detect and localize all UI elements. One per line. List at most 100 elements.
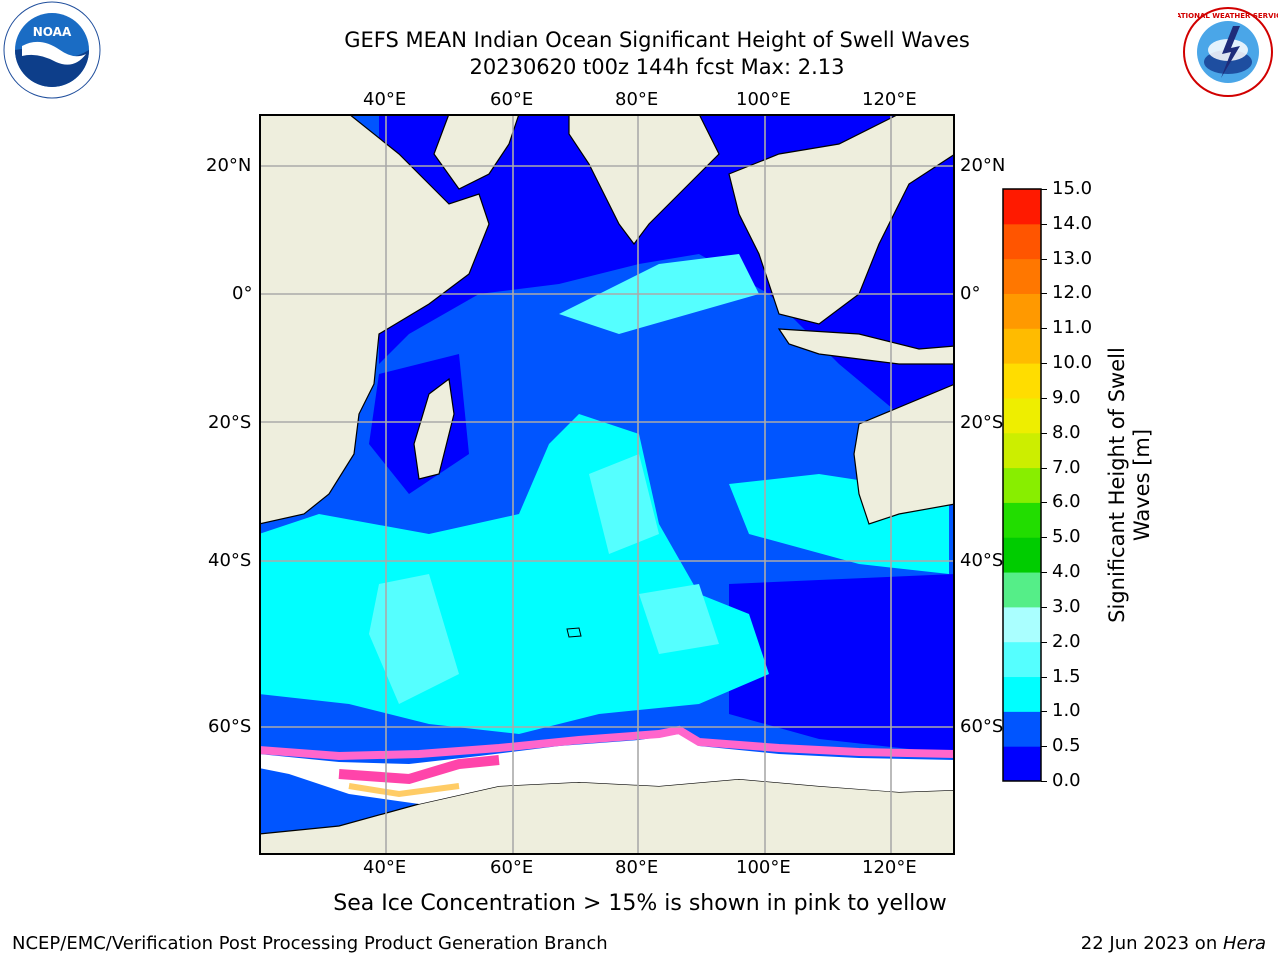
colorbar-tick-label: 3.0 [1052,595,1081,617]
colorbar-segment [1003,711,1041,747]
swell-patch-1 [369,574,459,704]
swell-patch-3 [639,584,719,654]
lat-label-left-60s: 60°S [208,716,252,737]
lat-label-right-60s: 60°S [960,716,1004,737]
footer-date-text: 22 Jun 2023 on [1080,933,1223,954]
colorbar-label-line2: Waves [m] [1130,428,1154,542]
colorbar-tick-label: 15.0 [1052,178,1093,199]
colorbar-tick-mark [1041,746,1047,748]
lon-label-bottom-40e: 40°E [363,857,407,878]
lon-label-bottom-60e: 60°E [490,857,534,878]
lon-label-top-120e: 120°E [862,89,917,110]
lat-label-left-0: 0° [232,283,253,304]
colorbar-tick-mark [1041,676,1047,678]
colorbar-tick-mark [1041,432,1047,434]
colorbar-label-line1: Significant Height of Swell [1105,347,1129,623]
colorbar-segment [1003,572,1041,608]
lon-label-bottom-120e: 120°E [862,857,917,878]
colorbar-tick-label: 0.5 [1052,735,1081,757]
colorbar-tick-label: 12.0 [1052,282,1093,304]
map-frame [259,114,955,855]
colorbar-tick-label: 14.0 [1052,212,1093,234]
colorbar-tick-mark [1041,258,1047,260]
colorbar-tick-mark [1041,502,1047,504]
colorbar-tick-mark [1041,641,1047,643]
colorbar-tick-label: 9.0 [1052,386,1081,408]
lat-label-left-40s: 40°S [208,550,252,571]
footer-host: Hera [1222,933,1266,954]
lat-label-right-20s: 20°S [960,412,1004,433]
swell-patch-2 [589,454,659,554]
colorbar-tick-label: 6.0 [1052,491,1081,513]
lon-label-top-40e: 40°E [363,89,407,110]
colorbar-frame [1002,188,1042,782]
colorbar-tick-label: 10.0 [1052,352,1093,374]
land-java [777,328,955,365]
colorbar-segment [1003,293,1041,329]
lon-label-bottom-100e: 100°E [736,857,791,878]
map-fields [259,114,955,855]
colorbar-segment [1003,467,1041,503]
lat-label-right-40s: 40°S [960,550,1004,571]
colorbar-tick-label: 13.0 [1052,247,1093,269]
colorbar-segment [1003,363,1041,399]
colorbar-tick-label: 2.0 [1052,630,1081,652]
colorbar-segment [1003,397,1041,434]
colorbar-segment [1003,328,1041,364]
colorbar-tick-label: 11.0 [1052,317,1093,339]
lat-label-left-20s: 20°S [208,412,252,433]
swell-height-map [259,114,955,855]
colorbar-segment [1003,641,1041,678]
nws-logo: NATIONAL WEATHER SERVICE [1178,7,1278,97]
colorbar-tick-label: 7.0 [1052,456,1081,478]
lon-label-top-100e: 100°E [736,89,791,110]
colorbar-segment [1003,502,1041,538]
colorbar-tick-mark [1041,781,1047,782]
nws-logo-text: NATIONAL WEATHER SERVICE [1178,12,1278,20]
colorbar [1002,188,1042,782]
colorbar-tick-mark [1041,223,1047,225]
colorbar-tick-mark [1041,606,1047,608]
colorbar-segment [1003,746,1041,782]
colorbar-segment [1003,537,1041,573]
land-arabia [433,114,520,190]
colorbar-segment [1003,432,1041,469]
footer-date: 22 Jun 2023 on Hera [1081,933,1266,954]
colorbar-tick-mark [1041,467,1047,469]
land-australia [853,383,955,525]
noaa-logo: NOAA [3,1,101,99]
colorbar-tick-label: 1.0 [1052,700,1081,722]
map-subtitle: 20230620 t00z 144h fcst Max: 2.13 [469,55,845,79]
colorbar-tick-mark [1041,328,1047,330]
colorbar-tick-mark [1041,189,1047,190]
colorbar-segment [1003,606,1041,643]
colorbar-tick-mark [1041,537,1047,539]
lat-label-right-0: 0° [960,283,981,304]
sea-ice-yellow [348,783,460,798]
colorbar-tick-mark [1041,711,1047,713]
colorbar-tick-mark [1041,363,1047,365]
colorbar-segment [1003,223,1041,260]
colorbar-tick-label: 5.0 [1052,526,1081,548]
colorbar-segment [1003,676,1041,712]
lat-label-left-20n: 20°N [206,155,252,176]
colorbar-tick-mark [1041,572,1047,574]
gridlines [259,114,955,855]
noaa-logo-text: NOAA [33,25,72,39]
footer-credit: NCEP/EMC/Verification Post Processing Pr… [12,933,608,954]
lat-label-right-20n: 20°N [960,155,1006,176]
sea-ice-edge-2 [338,755,500,785]
lon-label-bottom-80e: 80°E [615,857,659,878]
colorbar-tick-label: 1.5 [1052,665,1081,687]
land-india [568,114,720,245]
island-kerguelen [566,627,582,638]
colorbar-tick-mark [1041,293,1047,295]
sea-ice-caption: Sea Ice Concentration > 15% is shown in … [333,891,947,916]
colorbar-segment [1003,189,1041,225]
sea-ice-edge [259,725,955,761]
lon-label-top-80e: 80°E [615,89,659,110]
colorbar-tick-mark [1041,397,1047,399]
low-swell-southeast [729,574,955,754]
colorbar-tick-label: 0.0 [1052,770,1081,791]
lon-label-top-60e: 60°E [490,89,534,110]
